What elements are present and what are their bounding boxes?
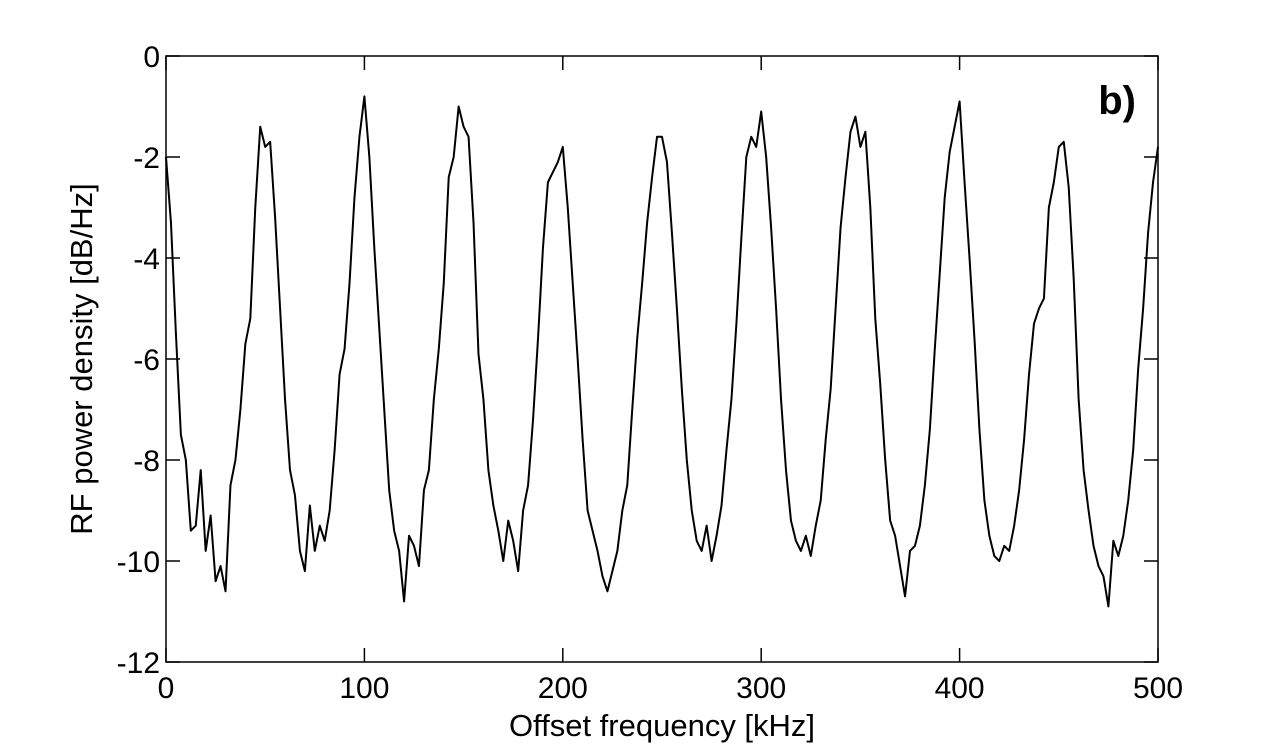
x-axis-label: Offset frequency [kHz] <box>509 708 815 743</box>
y-tick-label: 0 <box>143 41 160 74</box>
y-tick-label: -6 <box>133 344 160 377</box>
x-tick-label: 200 <box>538 672 588 705</box>
x-tick-label: 300 <box>736 672 786 705</box>
panel-label: b) <box>1098 79 1136 123</box>
y-tick-label: -2 <box>133 142 160 175</box>
y-tick-label: -10 <box>117 546 160 579</box>
y-tick-label: -12 <box>117 647 160 680</box>
y-tick-label: -8 <box>133 445 160 478</box>
y-tick-label: -4 <box>133 243 160 276</box>
x-tick-label: 100 <box>339 672 389 705</box>
x-tick-label: 400 <box>935 672 985 705</box>
plot-frame <box>165 55 1159 663</box>
x-tick-label: 0 <box>158 672 175 705</box>
x-tick-label: 500 <box>1133 672 1183 705</box>
spectrum-line <box>165 95 1159 608</box>
y-axis-label: RF power density [dB/Hz] <box>64 183 99 534</box>
